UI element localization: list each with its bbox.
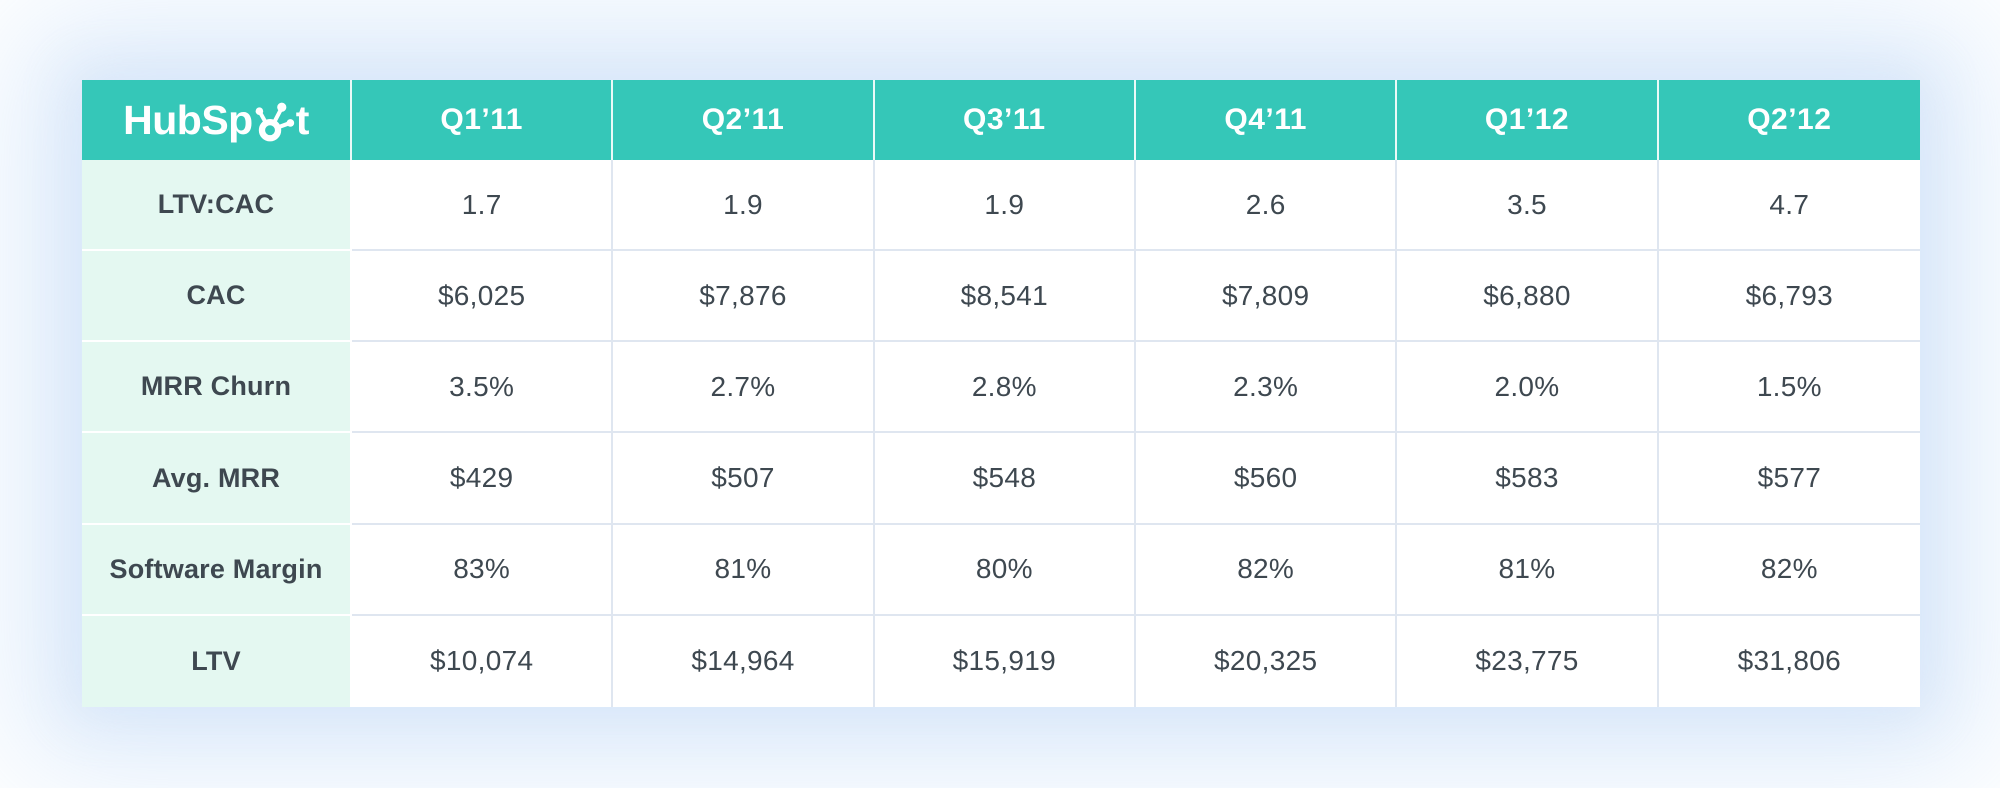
- value-cell: 82%: [1658, 524, 1920, 616]
- value-cell: 81%: [613, 524, 875, 616]
- value-cell: 2.6: [1136, 160, 1398, 252]
- value-cell: $15,919: [874, 615, 1136, 707]
- value-cell: $6,793: [1658, 251, 1920, 343]
- value-cell: 2.0%: [1397, 342, 1659, 434]
- row-label-avg-mrr: Avg. MRR: [82, 433, 352, 525]
- value-cell: $23,775: [1397, 615, 1659, 707]
- value-cell: 1.9: [613, 160, 875, 252]
- value-cell: 1.5%: [1658, 342, 1920, 434]
- value-cell: $31,806: [1658, 615, 1920, 707]
- value-cell: 3.5: [1397, 160, 1659, 252]
- value-cell: 3.5%: [352, 342, 614, 434]
- header-cell-q2-12: Q2’12: [1658, 80, 1920, 160]
- value-cell: $507: [613, 433, 875, 525]
- value-cell: $548: [874, 433, 1136, 525]
- row-label-ltv: LTV: [82, 615, 352, 707]
- saas-metrics-table: HubSp t Q1’11 Q2’11 Q3’11 Q4’11 Q1’12 Q2…: [82, 80, 1920, 707]
- value-cell: $14,964: [613, 615, 875, 707]
- value-cell: 4.7: [1658, 160, 1920, 252]
- value-cell: $577: [1658, 433, 1920, 525]
- row-label-mrr-churn: MRR Churn: [82, 342, 352, 434]
- row-label-cac: CAC: [82, 251, 352, 343]
- value-cell: 83%: [352, 524, 614, 616]
- value-cell: $8,541: [874, 251, 1136, 343]
- value-cell: 80%: [874, 524, 1136, 616]
- value-cell: 2.8%: [874, 342, 1136, 434]
- value-cell: 2.3%: [1136, 342, 1398, 434]
- row-label-ltv-cac: LTV:CAC: [82, 160, 352, 252]
- value-cell: $429: [352, 433, 614, 525]
- value-cell: $10,074: [352, 615, 614, 707]
- value-cell: $6,025: [352, 251, 614, 343]
- hubspot-logo: HubSp t: [82, 80, 352, 160]
- logo-text-prefix: HubSp: [123, 96, 253, 143]
- header-cell-q2-11: Q2’11: [613, 80, 875, 160]
- value-cell: $7,809: [1136, 251, 1398, 343]
- value-cell: $20,325: [1136, 615, 1398, 707]
- value-cell: $560: [1136, 433, 1398, 525]
- hubspot-sprocket-icon: [255, 102, 294, 141]
- value-cell: $583: [1397, 433, 1659, 525]
- value-cell: 1.7: [352, 160, 614, 252]
- value-cell: 2.7%: [613, 342, 875, 434]
- value-cell: $6,880: [1397, 251, 1659, 343]
- row-label-software-margin: Software Margin: [82, 524, 352, 616]
- value-cell: 82%: [1136, 524, 1398, 616]
- header-cell-q3-11: Q3’11: [874, 80, 1136, 160]
- value-cell: $7,876: [613, 251, 875, 343]
- header-cell-q4-11: Q4’11: [1136, 80, 1398, 160]
- value-cell: 81%: [1397, 524, 1659, 616]
- header-cell-q1-11: Q1’11: [352, 80, 614, 160]
- header-cell-q1-12: Q1’12: [1397, 80, 1659, 160]
- value-cell: 1.9: [874, 160, 1136, 252]
- logo-text-suffix: t: [295, 96, 310, 143]
